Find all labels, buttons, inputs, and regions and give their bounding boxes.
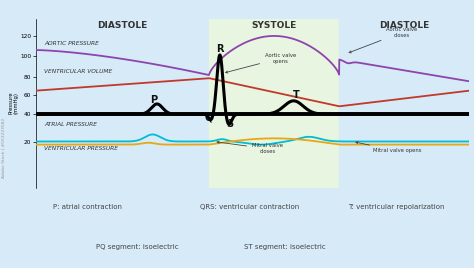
Text: Adobe Stock | #553223582: Adobe Stock | #553223582 <box>1 117 5 177</box>
Text: PQ segment: isoelectric: PQ segment: isoelectric <box>96 244 179 250</box>
Text: ATRIAL PRESSURE: ATRIAL PRESSURE <box>44 122 97 127</box>
Text: VENTRICULAR PRESSURE: VENTRICULAR PRESSURE <box>44 146 118 151</box>
Text: ST segment: isoelectric: ST segment: isoelectric <box>244 244 326 250</box>
Bar <box>209 19 339 188</box>
Text: Mitral valve
closes: Mitral valve closes <box>217 141 283 154</box>
Text: VENTRICULAR VOLUME: VENTRICULAR VOLUME <box>44 69 112 74</box>
Bar <box>36 19 209 188</box>
Text: P: atrial contraction: P: atrial contraction <box>53 204 122 210</box>
Text: P: P <box>150 95 157 105</box>
Text: QRS: ventricular contraction: QRS: ventricular contraction <box>201 204 300 210</box>
Text: DIASTOLE: DIASTOLE <box>97 21 147 30</box>
Text: DIASTOLE: DIASTOLE <box>379 21 429 30</box>
Bar <box>339 19 469 188</box>
Text: T: T <box>292 90 299 100</box>
Text: T: ventricular repolarization: T: ventricular repolarization <box>348 204 444 210</box>
Text: S: S <box>226 120 233 129</box>
Text: AORTIC PRESSURE: AORTIC PRESSURE <box>44 40 99 46</box>
Text: Q: Q <box>204 112 213 122</box>
Text: Aortic valve
opens: Aortic valve opens <box>226 53 296 73</box>
Text: Aortic valve
closes: Aortic valve closes <box>349 27 418 53</box>
Text: R: R <box>216 44 224 54</box>
Text: SYSTOLE: SYSTOLE <box>252 21 297 30</box>
Text: Mitral valve opens: Mitral valve opens <box>356 142 422 153</box>
Y-axis label: Pressure
(mmHg): Pressure (mmHg) <box>8 92 19 114</box>
